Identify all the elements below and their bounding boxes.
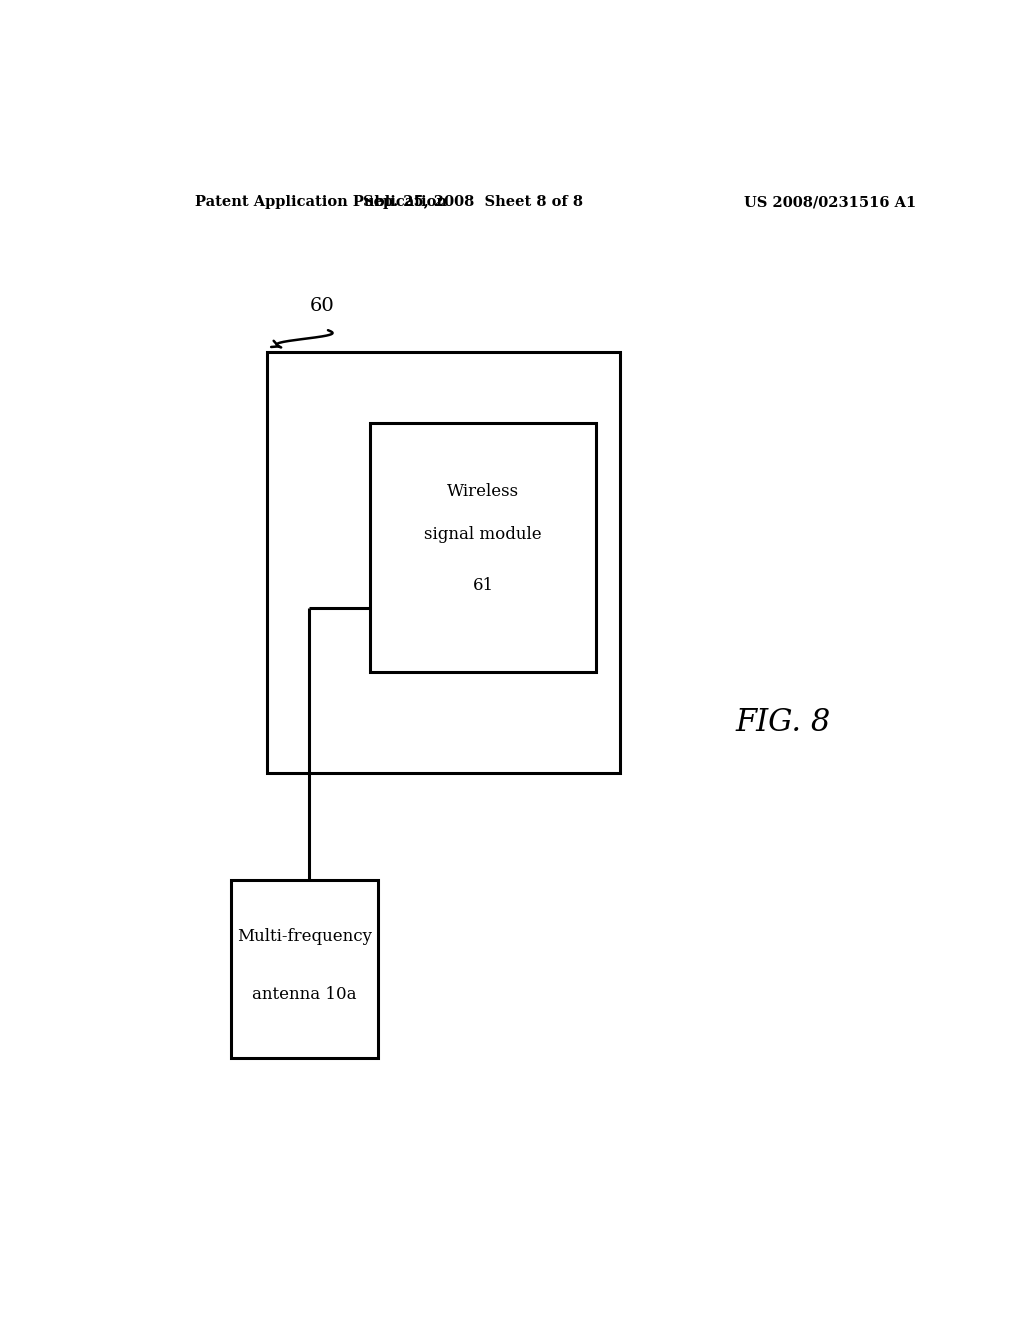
- Text: 61: 61: [472, 577, 494, 594]
- Text: US 2008/0231516 A1: US 2008/0231516 A1: [744, 195, 916, 209]
- Text: signal module: signal module: [424, 527, 542, 544]
- Text: 60: 60: [310, 297, 335, 314]
- Text: Sep. 25, 2008  Sheet 8 of 8: Sep. 25, 2008 Sheet 8 of 8: [364, 195, 584, 209]
- Text: Patent Application Publication: Patent Application Publication: [196, 195, 447, 209]
- Bar: [231, 880, 378, 1057]
- Text: Wireless: Wireless: [447, 483, 519, 500]
- Text: FIG. 8: FIG. 8: [735, 708, 830, 738]
- Text: antenna 10a: antenna 10a: [252, 986, 356, 1003]
- Bar: [370, 422, 596, 672]
- Text: Multi-frequency: Multi-frequency: [238, 928, 372, 945]
- Bar: [267, 351, 621, 774]
